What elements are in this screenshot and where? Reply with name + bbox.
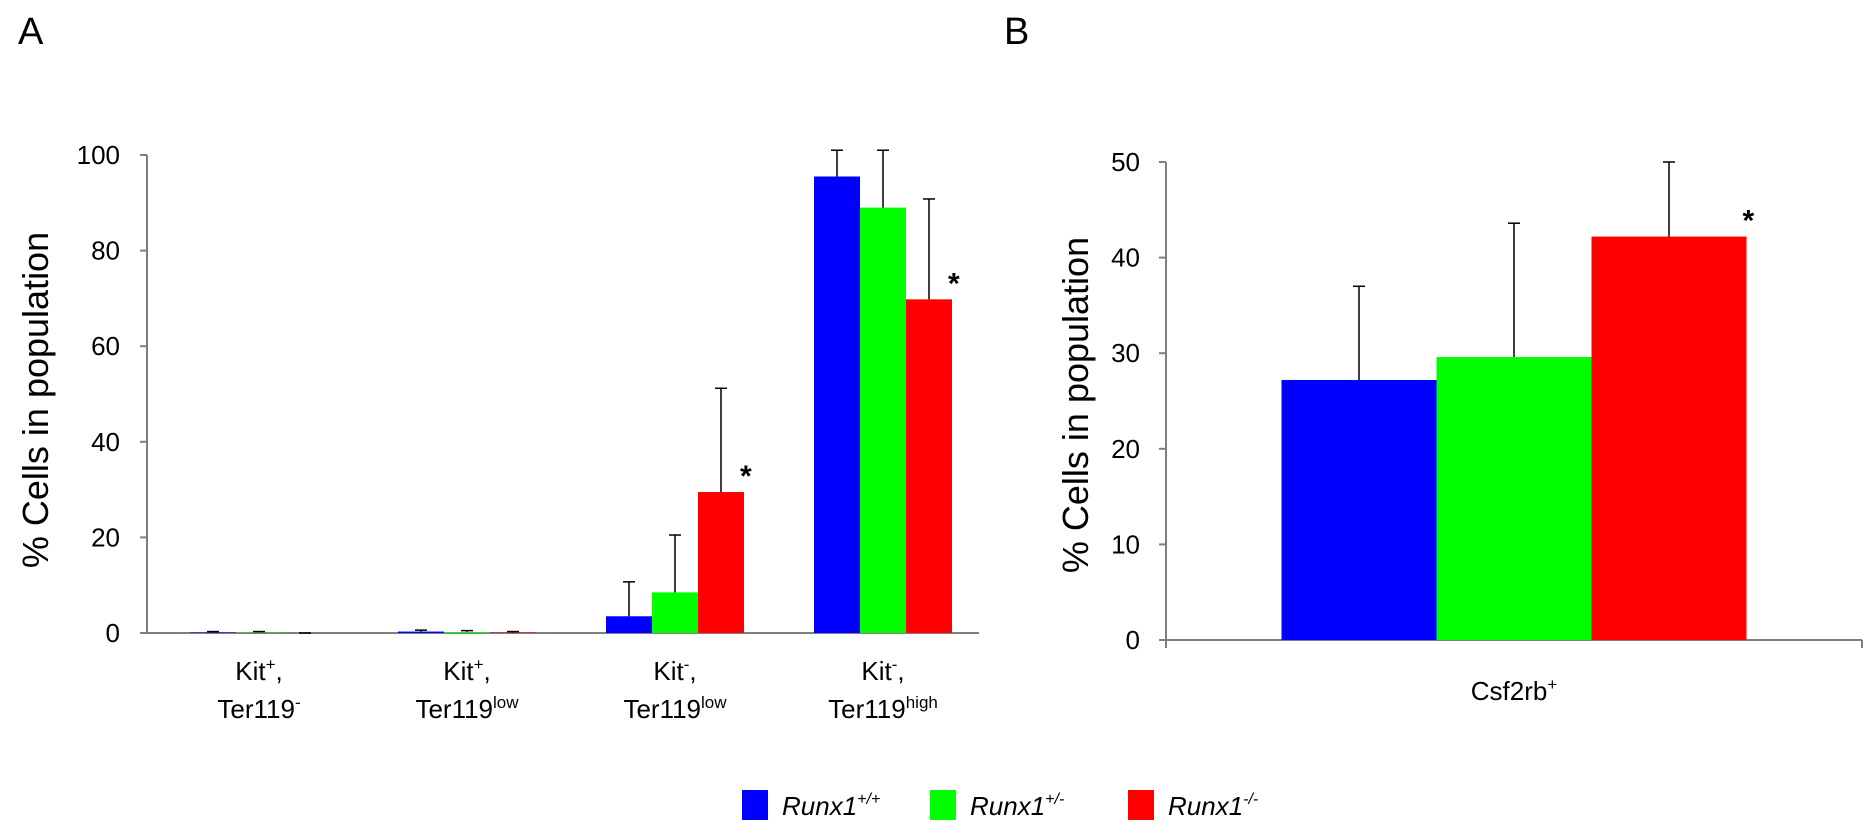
x-tick-label-text: Kit — [235, 656, 266, 686]
chart-panel-b: 0 10 20 30 40 50 % Cells in population Csf2rb+ * — [1055, 147, 1863, 706]
x-tick-label: Ter119low — [623, 693, 727, 724]
x-tick-label-text: Kit — [443, 656, 474, 686]
y-tick-label: 80 — [91, 236, 120, 266]
x-tick-label-sup: + — [474, 655, 484, 674]
bar-het — [444, 632, 490, 633]
panel-letter-a: A — [18, 11, 44, 53]
legend-label-ko: Runx1-/- — [1168, 791, 1258, 821]
x-tick-label: Kit-, — [861, 655, 904, 686]
x-tick-label-sup: + — [1547, 675, 1557, 694]
bar-ko — [1591, 236, 1747, 640]
y-tick-label: 40 — [91, 427, 120, 457]
y-tick-label: 40 — [1111, 243, 1140, 273]
panel-letter-b: B — [1004, 11, 1029, 53]
legend-label-base: Runx1 — [970, 791, 1045, 821]
bar-het — [652, 592, 698, 633]
x-tick-label: Ter119high — [828, 693, 938, 724]
x-tick-label-sup: high — [906, 693, 938, 712]
legend-label-wt: Runx1+/+ — [782, 791, 880, 821]
y-tick-label: 30 — [1111, 338, 1140, 368]
x-tick-label: Csf2rb+ — [1471, 675, 1558, 706]
x-tick-label-sup: - — [892, 655, 898, 674]
y-axis-title: % Cells in population — [15, 232, 56, 568]
x-tick-label-sup: + — [266, 655, 276, 674]
x-tick-label-suffix: , — [276, 656, 283, 686]
x-tick-label-text: Csf2rb — [1471, 676, 1548, 706]
significance-star: * — [1743, 205, 1755, 238]
y-tick-label: 20 — [1111, 434, 1140, 464]
x-tick-label-text: Ter119 — [623, 694, 701, 724]
x-tick-label: Kit+, — [443, 655, 491, 686]
legend-label-sup: +/+ — [857, 791, 880, 808]
y-tick-label: 0 — [1126, 625, 1140, 655]
x-tick-label: Kit+, — [235, 655, 283, 686]
x-tick-label-suffix: , — [897, 656, 904, 686]
bar-wt — [606, 616, 652, 633]
x-tick-label: Ter119- — [217, 693, 300, 724]
x-tick-label-suffix: , — [689, 656, 696, 686]
x-tick-label-sup: - — [295, 693, 301, 712]
legend-label-base: Runx1 — [782, 791, 857, 821]
bar-wt — [1281, 379, 1437, 640]
bar-wt — [398, 631, 444, 633]
x-tick-label-text: Ter119 — [415, 694, 493, 724]
legend-swatch-het — [930, 790, 956, 820]
y-tick-label: 100 — [77, 140, 120, 170]
x-tick-label-text: Ter119 — [828, 694, 906, 724]
y-tick-label: 10 — [1111, 529, 1140, 559]
y-axis-title: % Cells in population — [1055, 237, 1096, 573]
legend: Runx1+/+ Runx1+/- Runx1-/- — [742, 790, 1258, 821]
y-tick-label: 50 — [1111, 147, 1140, 177]
legend-swatch-wt — [742, 790, 768, 820]
x-tick-label-sup: low — [493, 693, 519, 712]
y-tick-label: 0 — [106, 618, 120, 648]
bar-ko — [906, 299, 952, 633]
significance-star: * — [740, 460, 752, 493]
x-tick-label: Ter119low — [415, 693, 519, 724]
legend-label-sup: +/- — [1045, 791, 1064, 808]
x-tick-label-text: Ter119 — [217, 694, 295, 724]
x-tick-label-text: Kit — [653, 656, 684, 686]
x-tick-label-suffix: , — [484, 656, 491, 686]
x-tick-label: Kit-, — [653, 655, 696, 686]
legend-label-sup: -/- — [1243, 791, 1258, 808]
y-tick-label: 20 — [91, 522, 120, 552]
x-tick-label-sup: - — [684, 655, 690, 674]
bar-ko — [698, 491, 744, 633]
x-tick-label-sup: low — [701, 693, 727, 712]
bar-het — [1436, 357, 1592, 640]
significance-star: * — [948, 267, 960, 300]
y-tick-label: 60 — [91, 331, 120, 361]
legend-label-het: Runx1+/- — [970, 791, 1064, 821]
legend-label-base: Runx1 — [1168, 791, 1243, 821]
legend-swatch-ko — [1128, 790, 1154, 820]
bar-het — [860, 207, 906, 633]
bar-wt — [814, 176, 860, 633]
x-tick-label-text: Kit — [861, 656, 892, 686]
